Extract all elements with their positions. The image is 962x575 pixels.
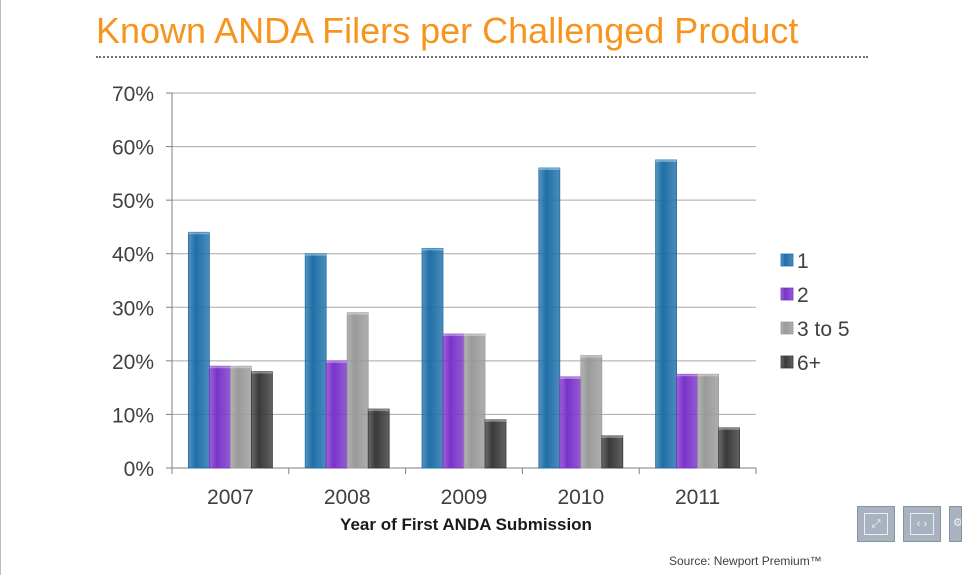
- bar-1-2008: [304, 253, 327, 469]
- source-note: Source: Newport Premium™: [669, 554, 822, 568]
- bar-2-2009: [442, 333, 465, 469]
- bar-2-2008: [325, 360, 348, 469]
- y-tick-label: 50%: [112, 190, 154, 213]
- y-tick-label: 0%: [124, 458, 154, 481]
- zoom-icon: ⚙: [953, 517, 962, 529]
- bar-highlight: [422, 248, 443, 251]
- bar-highlight: [230, 366, 252, 369]
- bar-3-to-5-2011: [697, 373, 719, 469]
- bar-highlight: [188, 232, 210, 235]
- bar-6plus-2008: [367, 408, 390, 469]
- prev-next-button[interactable]: ‹ ›: [903, 506, 941, 542]
- bar-highlight: [559, 376, 581, 379]
- x-tick-label: 2008: [324, 486, 371, 509]
- prev-next-icon: ‹ ›: [910, 513, 934, 535]
- y-tick-label: 20%: [112, 351, 154, 374]
- legend-swatch-1: [780, 287, 794, 301]
- bar-1-2010: [538, 167, 561, 469]
- bar-6plus-2007: [250, 371, 273, 469]
- bar-highlight: [485, 419, 506, 422]
- bar-6plus-2009: [484, 419, 507, 469]
- x-tick-label: 2011: [675, 486, 720, 509]
- legend-label: 2: [797, 284, 809, 307]
- fullscreen-button[interactable]: ⤢: [857, 506, 895, 542]
- bar-2-2011: [676, 373, 698, 469]
- bar-6plus-2010: [601, 435, 624, 469]
- bar-1-2011: [655, 159, 677, 469]
- y-tick-label: 70%: [112, 83, 154, 106]
- bar-3-to-5-2007: [229, 365, 252, 469]
- bar-3-to-5-2010: [580, 355, 603, 469]
- legend-swatch-0: [780, 253, 794, 267]
- x-tick-label: 2009: [441, 486, 488, 509]
- bar-2-2007: [208, 365, 231, 469]
- x-axis-title: Year of First ANDA Submission: [340, 515, 592, 534]
- bar-highlight: [655, 159, 677, 162]
- zoom-button[interactable]: ⚙: [949, 506, 962, 542]
- legend-swatch-3: [780, 355, 794, 369]
- slide-title: Known ANDA Filers per Challenged Product: [96, 10, 799, 51]
- legend-label: 6+: [797, 352, 821, 375]
- y-tick-label: 40%: [112, 244, 154, 267]
- legend-swatch-2: [780, 321, 794, 335]
- bar-highlight: [209, 366, 231, 369]
- bar-highlight: [326, 360, 348, 363]
- bar-highlight: [538, 168, 560, 170]
- bar-highlight: [251, 371, 273, 374]
- y-tick-label: 60%: [112, 137, 154, 160]
- bar-6plus-2011: [718, 427, 740, 469]
- bar-highlight: [464, 334, 485, 337]
- x-tick-label: 2007: [207, 486, 254, 509]
- bar-highlight: [676, 374, 698, 377]
- y-tick-label: 10%: [112, 404, 154, 427]
- fullscreen-icon: ⤢: [864, 513, 888, 535]
- bar-highlight: [305, 253, 327, 256]
- x-tick-label: 2010: [557, 486, 604, 509]
- y-tick-label: 30%: [112, 297, 154, 320]
- bar-highlight: [601, 435, 623, 438]
- bar-1-2009: [421, 247, 444, 469]
- legend-label: 3 to 5: [797, 318, 850, 341]
- bar-highlight: [368, 409, 390, 412]
- bar-highlight: [718, 427, 740, 430]
- legend-label: 1: [797, 250, 809, 273]
- title-divider: [96, 56, 868, 58]
- bar-2-2010: [559, 376, 582, 469]
- bar-highlight: [580, 355, 602, 358]
- bar-3-to-5-2008: [346, 312, 369, 469]
- bar-highlight: [443, 334, 464, 337]
- bar-highlight: [697, 374, 719, 377]
- bar-1-2007: [187, 231, 210, 469]
- bar-highlight: [347, 312, 369, 315]
- bar-3-to-5-2009: [463, 333, 486, 469]
- slide-frame-border: [0, 0, 1, 575]
